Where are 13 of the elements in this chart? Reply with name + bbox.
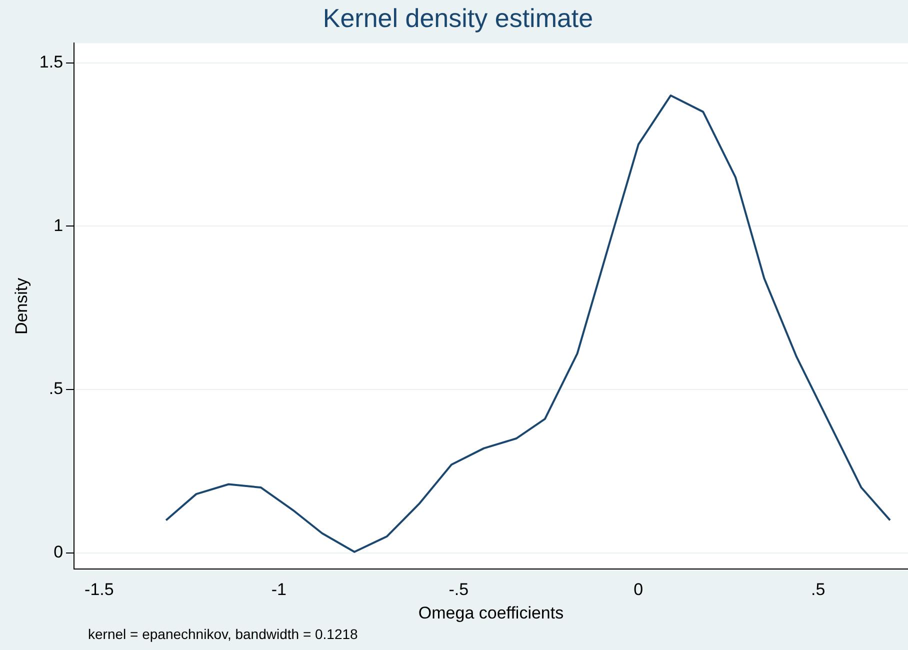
y-tick-label: 1 xyxy=(54,216,64,235)
x-tick-label: 0 xyxy=(634,580,644,600)
x-tick-label: .5 xyxy=(811,580,826,600)
chart-title: Kernel density estimate xyxy=(322,2,594,33)
x-tick-label: -1.5 xyxy=(84,580,114,600)
y-axis-title: Density xyxy=(12,277,31,335)
y-tick-label: 1.5 xyxy=(39,52,64,72)
x-tick-label: -1 xyxy=(271,580,286,600)
x-tick-label: -.5 xyxy=(448,580,469,600)
y-tick-label: 0 xyxy=(54,542,64,562)
text: kernel = epanechnikov, bandwidth = 0.1218 xyxy=(87,625,359,644)
y-tick-label: .5 xyxy=(48,379,64,398)
x-axis-title: Omega coefficients xyxy=(418,603,564,622)
